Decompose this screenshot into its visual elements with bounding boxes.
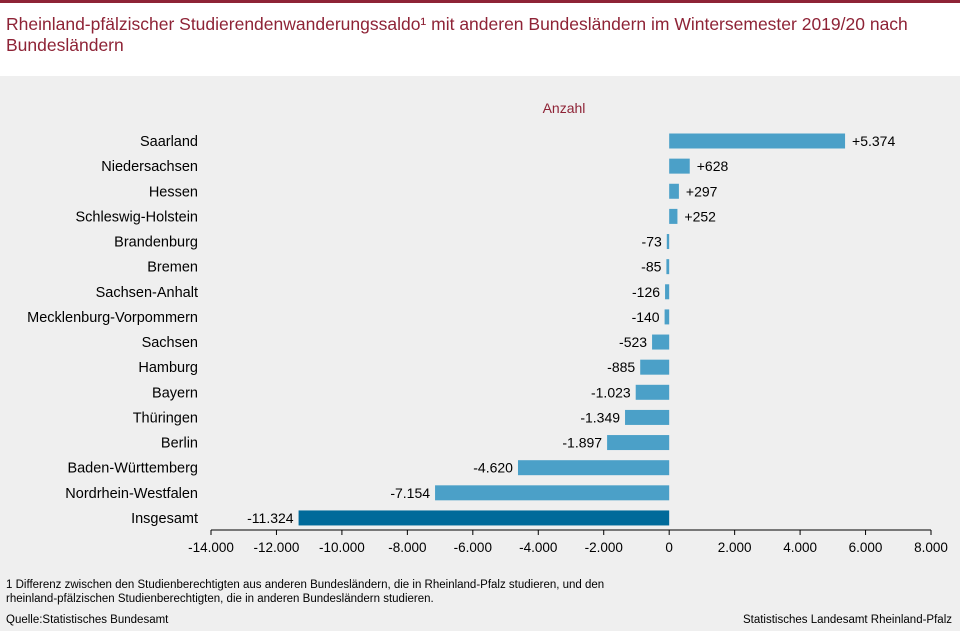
bar [669,158,690,174]
category-label: Sachsen-Anhalt [96,285,198,301]
data-label: -1.897 [562,435,602,451]
data-label: -4.620 [473,460,513,476]
chart-title: Rheinland-pfälzischer Studierendenwander… [6,14,908,55]
x-tick-label: 4.000 [783,540,817,555]
bar-total [298,510,670,526]
data-label: -523 [619,334,647,350]
data-label: -73 [642,234,662,250]
category-label: Schleswig-Holstein [76,209,199,225]
category-label: Thüringen [133,410,198,426]
data-label: +628 [697,158,729,174]
bar [635,384,670,400]
x-tick-label: 6.000 [849,540,883,555]
x-tick-label: -2.000 [585,540,623,555]
bar [665,284,670,300]
unit-label: Anzahl [543,100,586,116]
data-label: -140 [632,309,660,325]
bar [517,460,670,476]
bar [666,259,670,275]
title-accent-bar [0,0,960,3]
bar [664,309,670,325]
data-label: -85 [641,259,661,275]
bar [607,435,670,451]
bar [652,334,670,350]
x-tick-label: -8.000 [388,540,426,555]
x-tick-label: -14.000 [188,540,234,555]
bar [640,359,670,375]
category-label: Sachsen [142,335,198,351]
x-tick-label: -6.000 [454,540,492,555]
category-label: Hessen [149,184,198,200]
category-label: Niedersachsen [101,159,198,175]
data-label: +297 [686,183,718,199]
footnote: 1 Differenz zwischen den Studienberechti… [6,579,605,605]
bar [666,234,670,250]
bar-chart: Anzahl Saarland +5.374 Niedersachsen +628 Hes… [27,100,948,555]
category-label: Saarland [140,134,198,150]
x-tick-label: 0 [665,540,673,555]
data-label: +252 [684,208,716,224]
category-label: Insgesamt [131,511,198,527]
data-label: -1.023 [591,384,631,400]
category-label: Baden-Württemberg [67,461,198,477]
category-label: Hamburg [138,360,198,376]
bar [625,409,670,425]
category-label: Bayern [152,385,198,401]
data-label: -7.154 [390,485,430,501]
x-tick-label: -12.000 [254,540,300,555]
x-tick-label: 8.000 [914,540,948,555]
source-note: Quelle:Statistisches Bundesamt [6,614,169,626]
bar [435,485,670,501]
data-label: -885 [607,359,635,375]
category-label: Mecklenburg-Vorpommern [27,310,198,326]
category-label: Nordrhein-Westfalen [65,486,198,502]
x-tick-label: -10.000 [319,540,365,555]
category-label: Berlin [161,436,198,452]
x-tick-label: 2.000 [718,540,752,555]
bar [669,208,678,224]
data-label: -126 [632,284,660,300]
bar [669,133,846,149]
data-label: -1.349 [580,409,620,425]
data-label: -11.324 [247,510,294,526]
category-label: Brandenburg [114,235,198,251]
chart-panel: Anzahl Saarland +5.374 Niedersachsen +628 Hes… [0,76,960,631]
bar [669,183,679,199]
publisher-note: Statistisches Landesamt Rheinland-Pfalz [742,614,952,626]
data-label: +5.374 [852,133,895,149]
x-tick-label: -4.000 [519,540,557,555]
category-label: Bremen [147,260,198,276]
